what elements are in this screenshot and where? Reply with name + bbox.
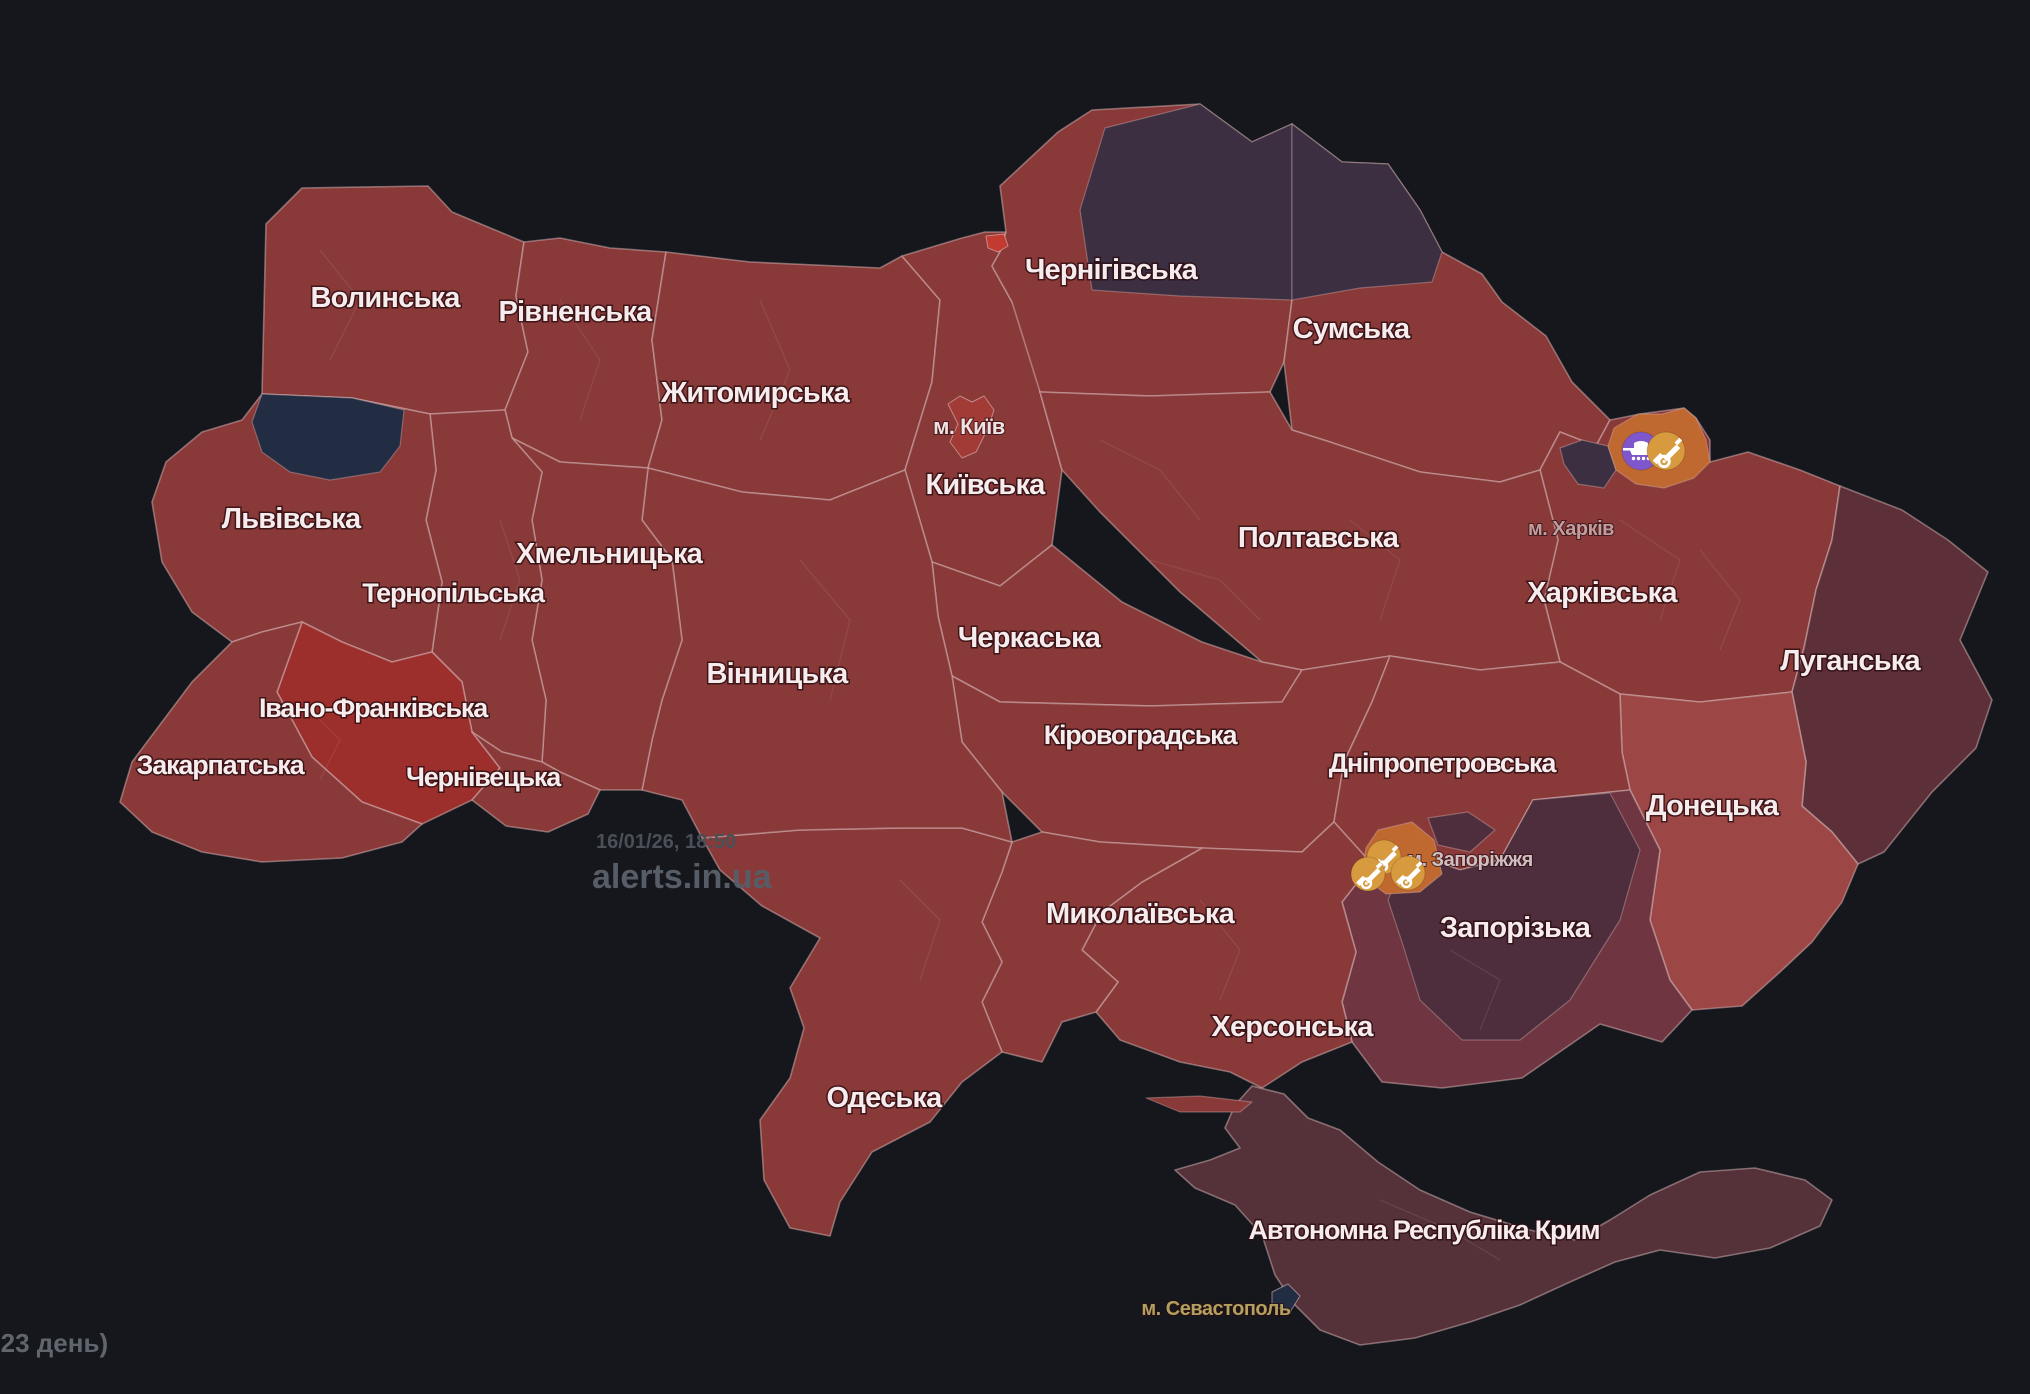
label-cherkasy: Черкаська	[958, 622, 1102, 654]
label-crimea: Автономна Республіка Крим	[1249, 1215, 1600, 1245]
raion-lviv-north-navy[interactable]	[251, 393, 405, 481]
watermark: 16/01/26, 18:50 alerts.in.ua	[592, 831, 773, 896]
label-ivano-frankivsk: Івано-Франківська	[259, 693, 489, 723]
label-kherson: Херсонська	[1211, 1011, 1374, 1043]
region-crimea[interactable]	[1174, 1085, 1833, 1346]
watermark-brand: alerts.in.ua	[592, 858, 773, 896]
label-sumy: Сумська	[1293, 313, 1411, 345]
label-zaporizhzhia: Запорізька	[1440, 912, 1592, 944]
region-zhytomyr[interactable]	[647, 251, 941, 501]
label-luhansk: Луганська	[1780, 645, 1921, 677]
artillery-icon	[1350, 856, 1386, 892]
label-mykolaiv: Миколаївська	[1046, 898, 1236, 930]
region-chernivtsi[interactable]	[471, 731, 601, 833]
artillery-icon	[1390, 855, 1426, 891]
region-rivne[interactable]	[504, 237, 667, 469]
label-khmelnytskyi: Хмельницька	[516, 538, 704, 570]
label-rivne: Рівненська	[499, 296, 654, 328]
day-counter-fragment: -23 день)	[0, 1328, 108, 1358]
raion-border-lines	[299, 249, 1741, 1261]
label-donetsk: Донецька	[1646, 790, 1780, 822]
label-kirovohrad: Кіровоградська	[1044, 720, 1239, 750]
raion-sumy-north-no-alert[interactable]	[1291, 123, 1443, 301]
label-kharkiv: Харківська	[1527, 577, 1678, 609]
label-odesa: Одеська	[827, 1082, 944, 1114]
region-luhansk[interactable]	[1791, 485, 1993, 865]
label-chernivtsi: Чернівецька	[406, 762, 562, 792]
artillery-icon	[1646, 431, 1686, 471]
oblast-label-layer: Волинська Рівненська Житомирська Чернігі…	[135, 253, 1924, 1247]
label-sevastopol-city: м. Севастополь	[1141, 1298, 1291, 1320]
label-kyiv-city: м. Київ	[933, 414, 1005, 439]
raion-zaporizhzhia-west-dark[interactable]	[1387, 792, 1641, 1041]
label-ternopil: Тернопільська	[362, 578, 546, 608]
threat-icon-layer	[1350, 431, 1686, 892]
label-zhytomyr: Житомирська	[660, 377, 851, 409]
label-volyn: Волинська	[310, 282, 461, 314]
city-label-layer: м. Київ м. Харків м. Запоріжжя м. Севаст…	[932, 413, 1616, 1321]
region-slavutych[interactable]	[985, 233, 1009, 253]
city-enclave-layer	[947, 233, 1301, 1313]
label-chernihiv: Чернігівська	[1025, 254, 1199, 286]
label-lviv: Львівська	[222, 503, 362, 535]
label-kharkiv-city: м. Харків	[1528, 518, 1614, 540]
special-raion-layer	[251, 103, 1711, 1041]
label-zakarpattia: Закарпатська	[137, 750, 306, 780]
label-zaporizhzhia-city: м. Запоріжжя	[1407, 849, 1533, 871]
raion-zaporizhzhia-city-dark[interactable]	[1427, 811, 1496, 853]
kinburn-spit	[1145, 1095, 1253, 1113]
region-zakarpattia[interactable]	[119, 621, 423, 863]
region-kyiv-city[interactable]	[947, 395, 995, 459]
region-sevastopol[interactable]	[1271, 1283, 1301, 1313]
label-poltava: Полтавська	[1238, 522, 1400, 554]
label-dnipro: Дніпропетровська	[1329, 748, 1558, 778]
region-poltava[interactable]	[1039, 391, 1561, 671]
watermark-date: 16/01/26, 18:50	[596, 831, 736, 853]
label-kyivska: Київська	[926, 469, 1047, 501]
label-vinnytsia: Вінницька	[707, 658, 850, 690]
